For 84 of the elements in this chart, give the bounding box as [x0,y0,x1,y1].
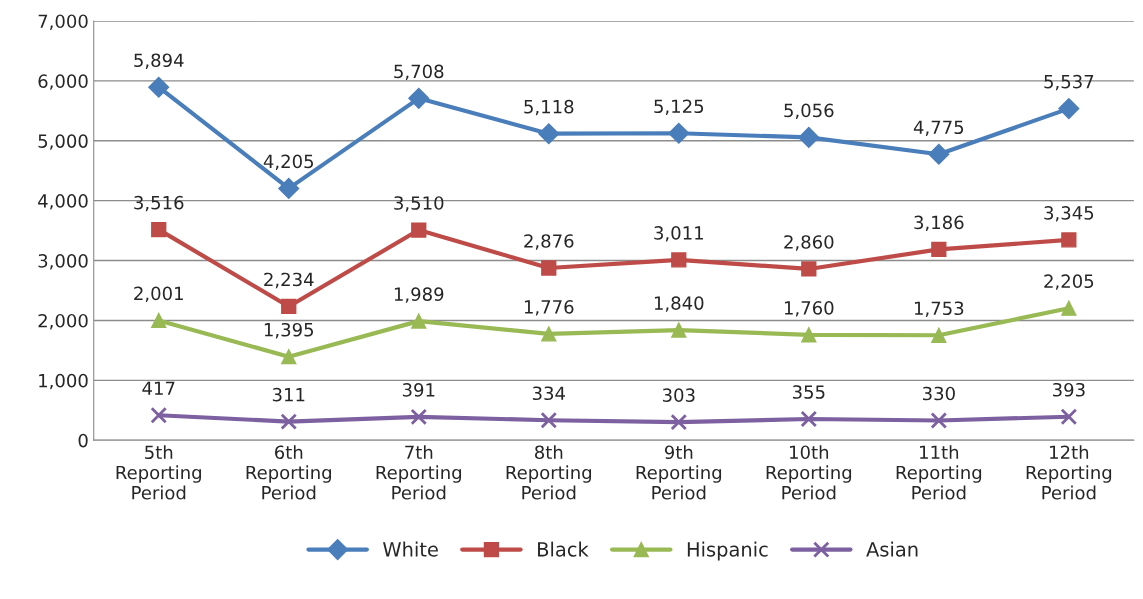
point [671,322,687,338]
point [801,327,817,343]
point [800,410,818,428]
data-label: 5,056 [784,103,834,120]
x-tick-label: 10th Reporting Period [766,445,852,500]
legend-label: Hispanic [687,541,768,561]
point [1058,98,1080,120]
data-label: 2,001 [134,286,183,303]
point [408,87,430,109]
point [280,413,298,430]
data-label: 1,753 [914,301,964,317]
x-tick-label: 7th Reporting Period [376,445,462,500]
x-tick-label: 12th Reporting Period [1026,445,1112,500]
point [150,406,168,424]
y-tick-label: 4,000 [38,194,88,210]
data-label: 2,205 [1044,274,1094,290]
y-tick-label: 2,000 [38,313,88,330]
point [1061,232,1077,248]
data-label: 2,860 [784,235,834,251]
data-label: 5,125 [654,99,704,115]
data-label: 5,118 [524,99,574,116]
data-label: 5,537 [1044,74,1094,91]
y-tick-label: 5,000 [38,134,88,150]
legend-label: Asian [866,541,918,557]
point [281,298,297,315]
x-tick-label: 8th Reporting Period [506,445,592,500]
data-label: 3,510 [394,196,444,212]
y-tick-label: 1,000 [39,373,88,390]
point [931,327,947,343]
data-label: 330 [922,386,955,401]
point [411,222,427,238]
data-label: 1,840 [654,296,704,312]
legend-label: Black [538,541,589,557]
data-label: 2,234 [264,272,314,289]
point [671,252,687,268]
x-tick-label: 5th Reporting Period [116,445,201,500]
point [281,349,297,365]
data-label: 355 [792,385,825,399]
point [928,143,950,165]
point [538,123,560,145]
point [801,261,817,277]
data-label: 334 [532,386,565,401]
data-label: 391 [402,383,435,397]
point [670,413,688,431]
data-label: 303 [662,388,695,402]
data-label: 1,989 [394,287,444,303]
data-label: 5,708 [394,64,444,81]
y-tick-label: 3,000 [38,254,88,270]
point [411,313,427,329]
point [541,326,557,342]
legend-label: White [383,541,438,557]
data-label: 4,775 [913,120,964,136]
data-label: 311 [272,387,305,402]
x-tick-label: 9th Reporting Period [636,445,722,500]
point [151,312,167,329]
y-tick-label: 0 [78,433,88,448]
point [541,260,557,276]
data-label: 3,516 [134,195,184,212]
point [278,177,300,199]
point [151,222,167,238]
point [540,411,558,429]
point [1061,300,1077,316]
y-tick-label: 6,000 [38,74,88,90]
data-label: 4,205 [263,154,314,171]
point [148,76,170,98]
data-label: 2,876 [524,234,574,250]
data-label: 1,776 [524,300,574,316]
data-label: 3,186 [914,215,964,232]
point [930,412,948,429]
data-label: 5,894 [134,53,184,69]
x-tick-label: 11th Reporting Period [896,445,982,500]
data-label: 1,395 [264,322,314,339]
data-label: 3,345 [1044,206,1094,222]
data-label: 3,011 [654,226,703,242]
x-tick-label: 6th Reporting Period [246,445,331,500]
point [668,122,690,144]
data-label: 393 [1052,382,1085,397]
point [931,241,947,258]
point [1060,408,1078,426]
data-label: 417 [142,381,175,395]
point [798,126,820,148]
y-tick-label: 7,000 [38,14,88,30]
data-label: 1,760 [784,301,834,317]
point [410,408,428,426]
